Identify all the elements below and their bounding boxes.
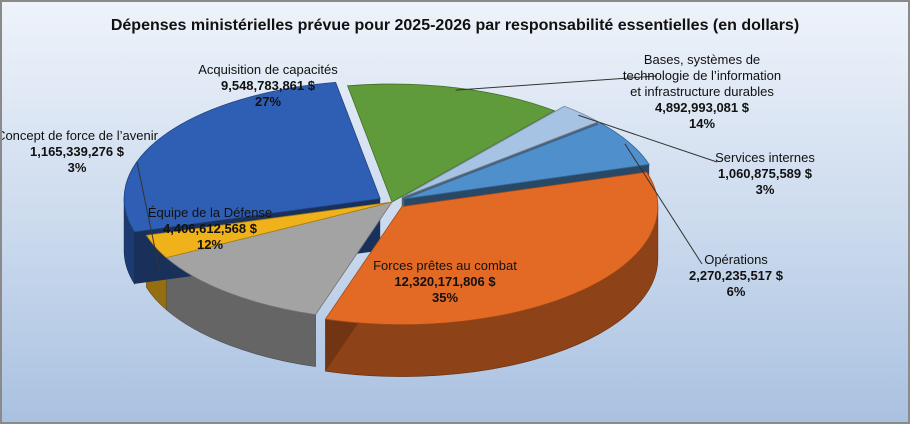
slice-label-acquisition-de-capacites: Acquisition de capacités 9,548,783,861 $2… (198, 62, 338, 109)
slice-value: 2,270,235,517 $ (689, 268, 784, 283)
leader-line-services-internes (578, 114, 718, 163)
slice-percent: 12% (197, 237, 223, 252)
slice-name-line: Services internes (715, 150, 815, 165)
slice-value: 12,320,171,806 $ (394, 274, 496, 289)
slice-value: 1,165,339,276 $ (30, 144, 125, 159)
slice-name-line: Bases, systèmes de (644, 52, 760, 67)
slice-name-line: Forces prêtes au combat (373, 258, 517, 273)
slice-name-line: Acquisition de capacités (198, 62, 338, 77)
pie-slice-equipe-de-la-defense (165, 201, 393, 316)
pie-slice-bases-systemes-de-technologie-de-l-information-et-infrastructure-durables (346, 83, 556, 203)
slice-name-line: et infrastructure durables (630, 84, 774, 99)
slice-percent: 6% (727, 284, 746, 299)
slice-label-bases-systemes-de-technologie-de-l-information-et-infrastructure-durables: Bases, systèmes de technologie de l’infor… (623, 52, 781, 131)
slice-label-forces-pretes-au-combat: Forces prêtes au combat 12,320,171,806 $3… (373, 258, 517, 305)
slice-label-services-internes: Services internes 1,060,875,589 $3% (715, 150, 815, 197)
pie-slice-forces-pretes-au-combat (324, 171, 659, 325)
slice-label-equipe-de-la-defense: Équipe de la Défense 4,406,612,568 $12% (148, 205, 272, 252)
slice-name-line: technologie de l’information (623, 68, 781, 83)
leader-line-concept-de-force-de-l-avenir (136, 161, 161, 272)
slice-name-line: Concept de force de l’avenir (2, 128, 159, 143)
leader-line-bases-systemes-de-technologie-de-l-information-et-infrastructure-durables (455, 75, 658, 91)
slice-value: 9,548,783,861 $ (221, 78, 316, 93)
slice-percent: 35% (432, 290, 458, 305)
slice-label-concept-de-force-de-l-avenir: Concept de force de l’avenir 1,165,339,27… (2, 128, 159, 175)
slice-value: 4,892,993,081 $ (655, 100, 750, 115)
slice-percent: 27% (255, 94, 281, 109)
pie-slice-acquisition-de-capacites (123, 81, 381, 233)
slice-percent: 14% (689, 116, 715, 131)
slice-name-line: Équipe de la Défense (148, 205, 272, 220)
slice-name-line: Opérations (704, 252, 768, 267)
slice-percent: 3% (68, 160, 87, 175)
chart-title: Dépenses ministérielles prévue pour 2025… (111, 17, 799, 34)
slice-label-operations: Opérations 2,270,235,517 $6% (689, 252, 784, 299)
slice-value: 1,060,875,589 $ (718, 166, 813, 181)
slice-value: 4,406,612,568 $ (163, 221, 258, 236)
slice-percent: 3% (756, 182, 775, 197)
leader-line-operations (624, 143, 703, 265)
